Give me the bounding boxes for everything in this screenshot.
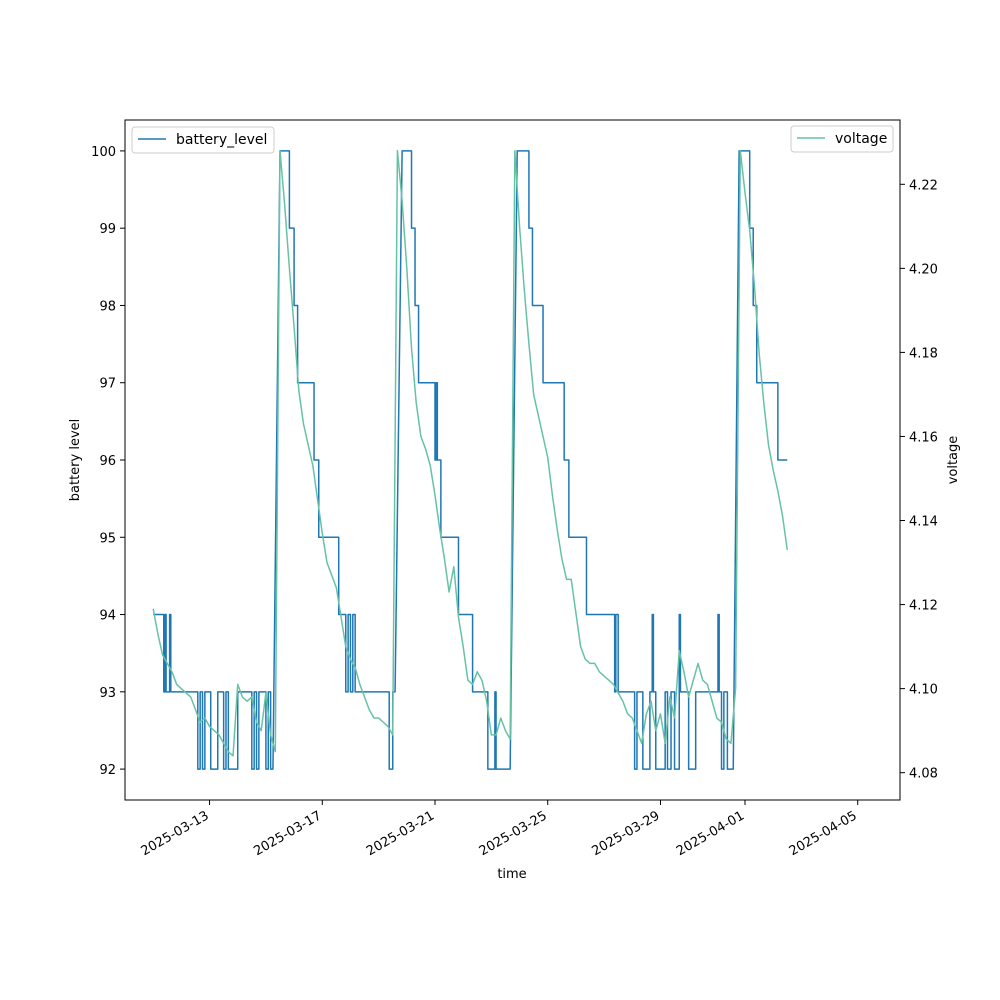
x-axis: 2025-03-13 2025-03-17 2025-03-21 2025-03-25… bbox=[139, 800, 860, 859]
y-tick-label: 100 bbox=[91, 145, 116, 160]
y2-tick-label: 4.14 bbox=[909, 515, 938, 530]
x-tick-label: 2025-03-17 bbox=[251, 808, 324, 859]
y-tick-label: 93 bbox=[99, 686, 116, 701]
y2-tick-label: 4.20 bbox=[909, 262, 938, 277]
y-tick-label: 95 bbox=[99, 531, 116, 546]
legend-box bbox=[790, 125, 894, 153]
y2-tick-label: 4.12 bbox=[909, 599, 938, 614]
y-tick-label: 96 bbox=[99, 454, 116, 469]
y2-tick-label: 4.10 bbox=[909, 683, 938, 698]
y-tick-label: 99 bbox=[99, 222, 116, 237]
legend-battery: battery_level bbox=[131, 126, 275, 154]
x-tick-label: 2025-03-13 bbox=[139, 808, 212, 859]
x-tick-label: 2025-03-25 bbox=[477, 808, 550, 859]
y-tick-label: 98 bbox=[99, 299, 116, 314]
y-tick-label: 92 bbox=[99, 763, 116, 778]
x-tick-label: 2025-03-29 bbox=[590, 808, 663, 859]
legend-label-voltage: voltage bbox=[835, 131, 887, 147]
y-axis-right: 4.08 4.10 4.12 4.14 4.16 4.18 4.20 4.22 bbox=[900, 178, 938, 782]
plot-area bbox=[124, 119, 901, 801]
legend-voltage: voltage bbox=[790, 125, 894, 153]
voltage-series-group bbox=[152, 149, 789, 757]
x-tick-label: 2025-03-21 bbox=[364, 808, 437, 859]
x-tick-label: 2025-04-05 bbox=[787, 808, 860, 859]
series-line-battery-level bbox=[153, 150, 788, 770]
x-axis-label: time bbox=[497, 867, 526, 882]
y-axis-left: 92 93 94 95 96 97 98 99 100 bbox=[91, 145, 125, 778]
legend-box bbox=[131, 126, 275, 154]
series-line-voltage bbox=[152, 149, 789, 757]
y-tick-label: 94 bbox=[99, 609, 116, 624]
y2-tick-label: 4.08 bbox=[909, 767, 938, 782]
y-tick-label: 97 bbox=[99, 377, 116, 392]
legend-label-battery-level: battery_level bbox=[176, 132, 267, 148]
battery-series-group bbox=[153, 150, 788, 770]
y2-tick-label: 4.22 bbox=[909, 178, 938, 193]
y-axis-label: battery level bbox=[68, 419, 83, 502]
y2-axis-label: voltage bbox=[946, 436, 961, 485]
x-tick-label: 2025-04-01 bbox=[674, 808, 747, 859]
y2-tick-label: 4.18 bbox=[909, 346, 938, 361]
y2-tick-label: 4.16 bbox=[909, 430, 938, 445]
